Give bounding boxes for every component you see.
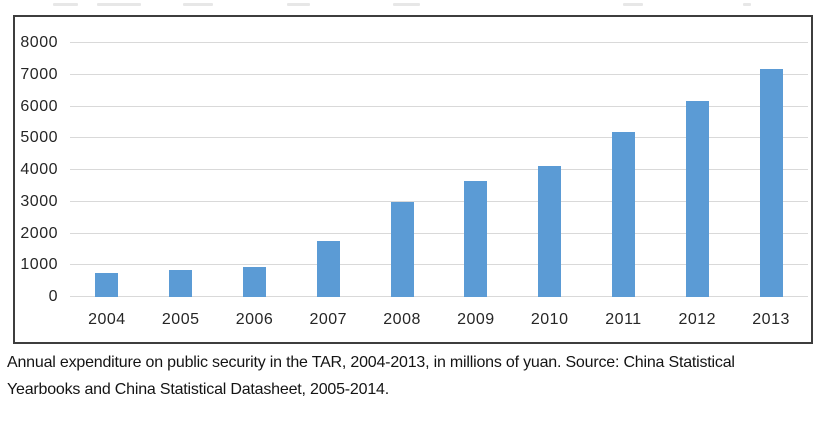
caption-line-2: Yearbooks and China Statistical Datashee… — [7, 381, 389, 398]
y-tick-label: 1000 — [20, 256, 58, 274]
bar-cell — [734, 68, 808, 297]
bar-cell — [439, 180, 513, 297]
gridline — [70, 105, 808, 107]
cropped-text-remnant — [393, 3, 420, 6]
x-tick-label: 2007 — [309, 311, 348, 328]
bar-2010 — [538, 165, 562, 297]
gridline — [70, 42, 808, 43]
gridline — [70, 200, 808, 202]
x-tick-label: 2011 — [605, 311, 642, 328]
bar-2005 — [169, 270, 193, 297]
y-tick-label: 5000 — [20, 129, 58, 147]
gridline — [70, 232, 808, 234]
bar-cell — [70, 273, 144, 297]
y-tick-label: 2000 — [20, 224, 58, 242]
y-tick-label: 6000 — [20, 97, 58, 115]
bar-cell — [144, 270, 218, 297]
cropped-text-remnant — [743, 3, 751, 6]
x-tick-label: 2012 — [678, 311, 717, 328]
bar-cell — [291, 240, 365, 297]
bar-2013 — [759, 68, 783, 297]
plot-area — [70, 42, 808, 297]
y-tick-label: 8000 — [20, 34, 58, 51]
bar-cell — [218, 267, 292, 297]
caption-line-1: Annual expenditure on public security in… — [7, 354, 735, 371]
x-axis-labels: 2004 2005 2006 2007 2008 2009 2010 2011 2012 2013 — [70, 311, 808, 329]
gridline — [70, 169, 808, 170]
x-tick-label: 2008 — [383, 311, 421, 328]
gridline — [70, 73, 808, 75]
cropped-text-remnant — [97, 3, 141, 6]
y-tick-label: 4000 — [20, 161, 58, 178]
bar-2006 — [242, 267, 266, 297]
caption: Annual expenditure on public security in… — [7, 349, 735, 403]
chart-frame: 2004 2005 2006 2007 2008 2009 2010 2011 2012 2013… — [13, 15, 813, 344]
y-tick-label: 0 — [48, 288, 58, 305]
gridline — [70, 137, 808, 139]
x-tick-label: 2004 — [88, 311, 126, 328]
gridline — [70, 264, 808, 266]
x-tick-label: 2006 — [235, 311, 274, 328]
cropped-text-remnant — [53, 3, 78, 6]
x-tick-label: 2009 — [457, 311, 495, 328]
bar-cell — [660, 101, 734, 297]
bar-2004 — [95, 273, 119, 297]
bar-2007 — [316, 240, 340, 297]
bar-cell — [513, 165, 587, 297]
cropped-text-remnant — [623, 3, 643, 6]
bar-cell — [365, 201, 439, 297]
bar-2008 — [390, 201, 414, 297]
bar-2011 — [611, 132, 635, 297]
bar-2009 — [464, 180, 488, 297]
bars — [70, 43, 808, 297]
y-tick-label: 3000 — [20, 192, 58, 210]
x-tick-label: 2005 — [161, 311, 200, 328]
gridline — [70, 296, 808, 297]
bar-2012 — [685, 101, 709, 297]
cropped-text-remnant — [183, 3, 213, 6]
cropped-text-remnant — [287, 3, 310, 6]
bar-cell — [587, 132, 661, 297]
x-tick-label: 2010 — [530, 311, 569, 328]
x-tick-label: 2013 — [752, 311, 790, 328]
y-tick-label: 7000 — [20, 65, 58, 83]
